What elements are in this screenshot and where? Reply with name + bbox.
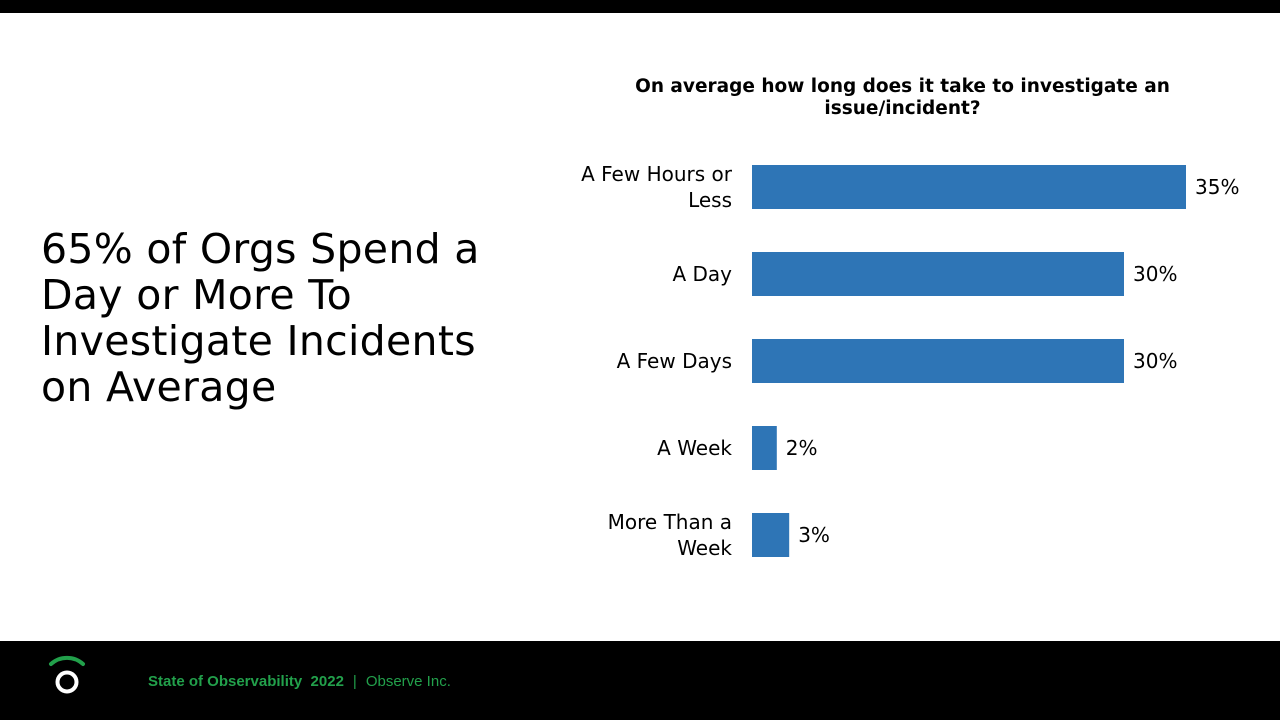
footer-text: State of Observability 2022 | Observe Inc. — [148, 673, 451, 690]
bar — [752, 513, 790, 557]
category-label: A Few Hours or Less — [581, 162, 733, 212]
category-label: More Than a Week — [608, 510, 733, 560]
bar — [752, 339, 1124, 383]
footer-separator: | — [352, 673, 357, 690]
value-label: 30% — [1133, 349, 1177, 373]
value-label: 30% — [1133, 262, 1177, 286]
value-label: 35% — [1195, 175, 1239, 199]
value-label: 2% — [786, 436, 818, 460]
value-label: 3% — [798, 523, 830, 547]
headline: 65% of Orgs Spend a Day or More To Inves… — [41, 225, 480, 411]
bar — [752, 252, 1124, 296]
category-label: A Week — [657, 436, 732, 460]
footer-company: Observe Inc. — [365, 673, 451, 690]
bar — [752, 426, 777, 470]
footer-report-title: State of Observability 2022 — [148, 673, 344, 690]
category-label: A Day — [672, 262, 732, 286]
top-bar — [0, 0, 1280, 13]
bar-chart: 35% A Few Hours or Less 30% A Day 30% A Few Da… — [581, 162, 1239, 560]
category-label: A Few Days — [617, 349, 732, 373]
bar — [752, 165, 1186, 209]
footer: State of Observability 2022 | Observe Inc. — [0, 641, 1280, 720]
chart-title: On average how long does it take to inve… — [635, 76, 1170, 119]
observe-logo-icon — [49, 655, 85, 694]
